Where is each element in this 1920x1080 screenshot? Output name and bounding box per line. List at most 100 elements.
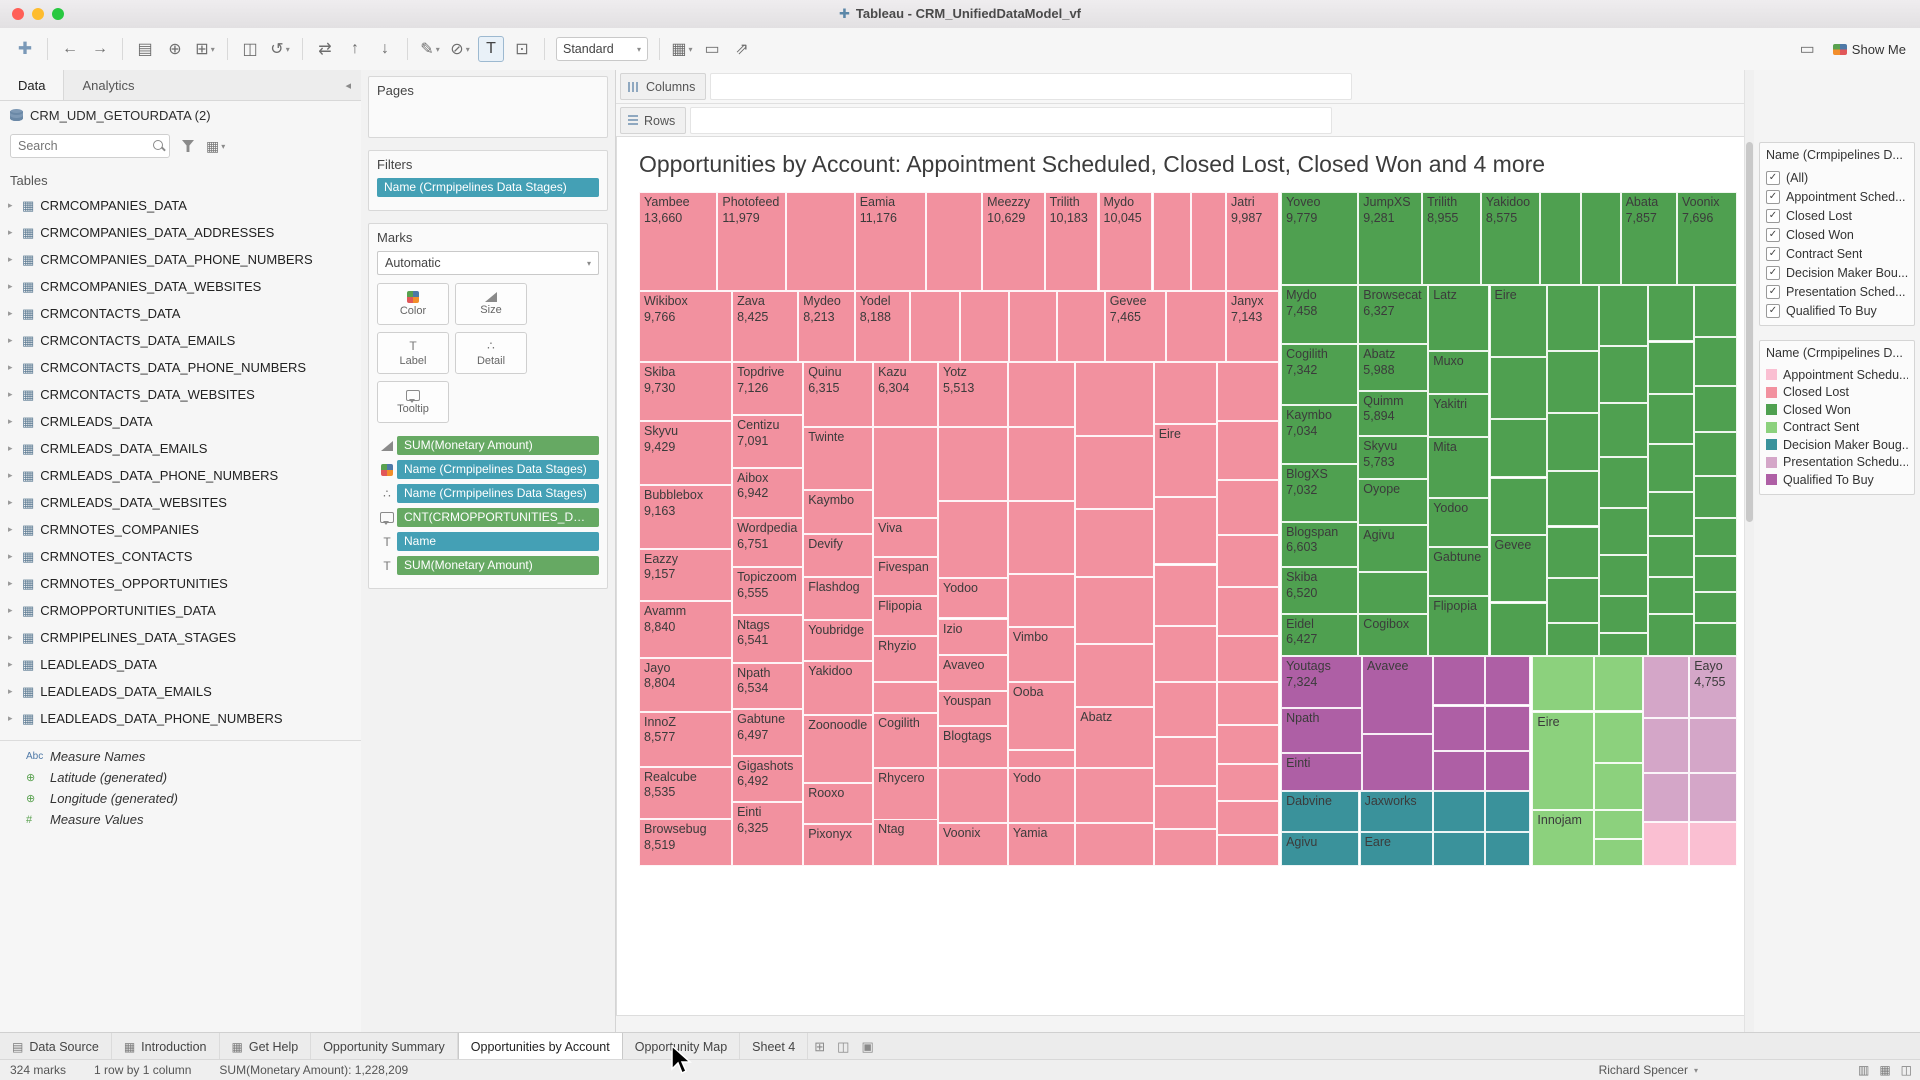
treemap-cell[interactable] [1547,412,1599,472]
treemap-cell[interactable]: Yotz 5,513 [938,362,1008,428]
treemap-cell[interactable] [1547,526,1599,578]
treemap-cell[interactable]: Einti 6,325 [732,802,804,866]
expand-icon[interactable]: ▸ [8,659,13,669]
treemap-cell[interactable]: Rooxo [803,782,874,825]
treemap-cell[interactable] [1694,623,1737,657]
treemap-cell[interactable]: Yakidoo [803,661,874,716]
field-row[interactable]: ⊕ Latitude (generated) [0,767,361,788]
treemap-cell[interactable] [1593,711,1643,764]
treemap-cell[interactable]: Yodo [1007,768,1076,824]
label-button[interactable]: T Label [377,332,449,374]
treemap-cell[interactable] [1217,362,1279,422]
filter-item[interactable]: ✓ Closed Won [1766,225,1908,244]
treemap-cell[interactable]: Wordpedia 6,751 [732,518,804,567]
treemap-cell[interactable] [1694,432,1737,477]
expand-icon[interactable]: ▸ [8,254,13,264]
treemap-cell[interactable]: Pixonyx [803,824,874,866]
table-row[interactable]: ▸ ▦ LEADLEADS_DATA [0,651,361,678]
columns-shelf[interactable]: Columns [616,70,1745,104]
treemap-cell[interactable] [1153,497,1218,565]
expand-icon[interactable]: ▸ [8,497,13,507]
treemap-cell[interactable] [1598,554,1648,597]
treemap-cell[interactable]: Blogspan 6,603 [1281,521,1359,567]
sort-descending-icon[interactable]: ↓ [381,40,389,57]
treemap-cell[interactable] [1075,768,1154,824]
treemap-cell[interactable]: Gigashots 6,492 [732,755,804,803]
table-row[interactable]: ▸ ▦ LEADLEADS_DATA_EMAILS [0,678,361,705]
datasource-row[interactable]: CRM_UDM_GETOURDATA (2) [0,101,361,129]
treemap-cell[interactable]: Einti [1281,753,1362,792]
filter-item[interactable]: ✓ Decision Maker Bou... [1766,263,1908,282]
table-row[interactable]: ▸ ▦ CRMCONTACTS_DATA [0,300,361,327]
pages-card[interactable]: Pages [368,76,608,138]
treemap-cell[interactable]: Ntags 6,541 [732,614,804,663]
tooltip-button[interactable]: Tooltip [377,381,449,423]
table-row[interactable]: ▸ ▦ CRMCONTACTS_DATA_PHONE_NUMBERS [0,354,361,381]
marks-pill[interactable]: Name [397,532,599,551]
treemap-cell[interactable] [1593,763,1643,810]
treemap-cell[interactable] [1598,633,1648,657]
treemap-cell[interactable] [1593,656,1643,712]
expand-icon[interactable]: ▸ [8,389,13,399]
mark-type-select[interactable]: Automatic ▾ [377,251,599,275]
highlight-icon[interactable]: ✎ ▾ [420,41,440,58]
treemap-cell[interactable] [1581,192,1621,286]
filter-item[interactable]: ✓ Presentation Sched... [1766,282,1908,301]
treemap-cell[interactable] [1433,750,1485,792]
treemap-cell[interactable] [1075,823,1154,866]
treemap-cell[interactable]: Cogilith 7,342 [1281,344,1359,406]
filter-item[interactable]: ✓ (All) [1766,168,1908,187]
treemap-cell[interactable]: Yodel 8,188 [854,291,910,363]
table-row[interactable]: ▸ ▦ CRMCOMPANIES_DATA_WEBSITES [0,273,361,300]
treemap-cell[interactable] [1647,576,1695,614]
treemap-cell[interactable] [1190,192,1226,292]
table-row[interactable]: ▸ ▦ LEADLEADS_DATA_PHONE_NUMBERS [0,705,361,732]
treemap-cell[interactable]: Yodoo [938,578,1008,619]
treemap-cell[interactable]: Eire [1532,711,1594,810]
new-dashboard-tab-icon[interactable]: ◫ [837,1038,850,1054]
treemap-cell[interactable] [1433,831,1485,866]
treemap-cell[interactable]: Eazzy 9,157 [639,548,733,602]
duplicate-icon[interactable]: ◫ [242,41,258,58]
treemap-cell[interactable]: Yodoo [1428,498,1490,548]
treemap-cell[interactable] [1007,362,1076,428]
treemap-cell[interactable]: Blogtags [938,726,1008,768]
table-row[interactable]: ▸ ▦ CRMNOTES_COMPANIES [0,516,361,543]
treemap-cell[interactable]: Quimm 5,894 [1358,390,1429,436]
table-row[interactable]: ▸ ▦ CRMOPPORTUNITIES_DATA [0,597,361,624]
sheet-tab-get-help[interactable]: ▦ Get Help [220,1033,312,1060]
treemap-cell[interactable] [925,192,983,292]
treemap-cell[interactable] [1647,613,1695,657]
treemap-cell[interactable] [1484,705,1530,751]
treemap-cell[interactable] [1598,456,1648,509]
device-preview-icon[interactable]: ▭ [1799,41,1815,58]
rows-shelf[interactable]: Rows [616,104,1745,138]
treemap-cell[interactable] [1007,500,1076,575]
treemap-cell[interactable]: Skyvu 5,783 [1358,435,1429,479]
table-row[interactable]: ▸ ▦ CRMLEADS_DATA_WEBSITES [0,489,361,516]
treemap-cell[interactable]: Dabvine [1281,791,1360,832]
treemap-cell[interactable]: Fivespan [873,557,938,597]
treemap-cell[interactable]: Avamm 8,840 [639,601,733,658]
treemap-cell[interactable] [1007,574,1076,627]
expand-icon[interactable]: ▸ [8,551,13,561]
treemap-cell[interactable] [1642,656,1690,718]
table-row[interactable]: ▸ ▦ CRMLEADS_DATA_EMAILS [0,435,361,462]
treemap-cell[interactable]: Eire [1153,423,1218,498]
treemap-cell[interactable] [1433,791,1485,832]
treemap-cell[interactable] [1484,656,1530,706]
treemap-cell[interactable] [1153,786,1218,830]
checkbox-checked-icon[interactable]: ✓ [1766,208,1780,223]
treemap-cell[interactable] [873,682,938,713]
table-row[interactable]: ▸ ▦ CRMCOMPANIES_DATA_PHONE_NUMBERS [0,246,361,273]
treemap-cell[interactable]: Mita [1428,437,1490,499]
search-input[interactable] [10,134,170,158]
treemap-cell[interactable] [1153,362,1218,424]
table-row[interactable]: ▸ ▦ CRMPIPELINES_DATA_STAGES [0,624,361,651]
treemap-cell[interactable] [1217,801,1279,836]
expand-icon[interactable]: ▸ [8,686,13,696]
treemap-cell[interactable]: Kaymbo [803,489,874,534]
treemap-cell[interactable] [1547,285,1599,352]
sheet-tab-opportunities-by-account[interactable]: Opportunities by Account [457,1033,623,1060]
treemap-cell[interactable] [1153,564,1218,626]
